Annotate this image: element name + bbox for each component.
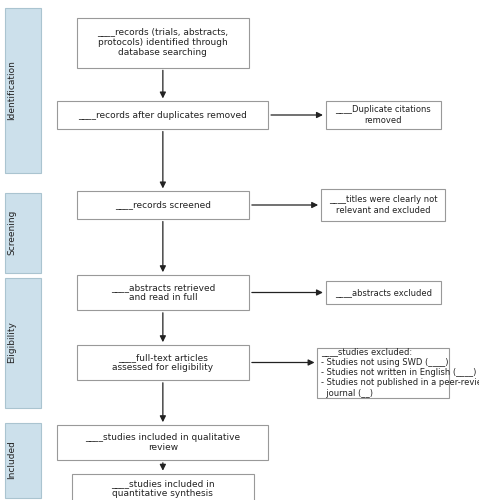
Text: Eligibility: Eligibility xyxy=(8,322,16,364)
FancyBboxPatch shape xyxy=(326,101,441,128)
FancyBboxPatch shape xyxy=(77,191,249,219)
FancyBboxPatch shape xyxy=(77,345,249,380)
FancyBboxPatch shape xyxy=(57,425,268,460)
FancyBboxPatch shape xyxy=(5,278,41,407)
Text: Identification: Identification xyxy=(8,60,16,120)
FancyBboxPatch shape xyxy=(321,188,445,221)
FancyBboxPatch shape xyxy=(326,281,441,304)
FancyBboxPatch shape xyxy=(77,18,249,68)
Text: ____Duplicate citations
removed: ____Duplicate citations removed xyxy=(335,106,431,124)
Text: ____records after duplicates removed: ____records after duplicates removed xyxy=(79,110,247,120)
FancyBboxPatch shape xyxy=(72,474,254,500)
FancyBboxPatch shape xyxy=(5,8,41,172)
FancyBboxPatch shape xyxy=(77,275,249,310)
Text: ____studies included in
quantitative synthesis: ____studies included in quantitative syn… xyxy=(111,479,215,498)
Text: ____abstracts retrieved
and read in full: ____abstracts retrieved and read in full xyxy=(111,283,215,302)
Text: ____records screened: ____records screened xyxy=(115,200,211,209)
FancyBboxPatch shape xyxy=(5,192,41,272)
Text: ____titles were clearly not
relevant and excluded: ____titles were clearly not relevant and… xyxy=(329,196,437,214)
Text: ____studies included in qualitative
review: ____studies included in qualitative revi… xyxy=(85,433,240,452)
Text: ____studies excluded:
- Studies not using SWD (____)
- Studies not written in En: ____studies excluded: - Studies not usin… xyxy=(321,347,479,398)
Text: Screening: Screening xyxy=(8,210,16,255)
Text: ____full-text articles
assessed for eligibility: ____full-text articles assessed for elig… xyxy=(112,353,214,372)
FancyBboxPatch shape xyxy=(5,422,41,498)
FancyBboxPatch shape xyxy=(317,348,449,398)
Text: ____records (trials, abstracts,
protocols) identified through
database searching: ____records (trials, abstracts, protocol… xyxy=(97,28,228,58)
FancyBboxPatch shape xyxy=(57,101,268,128)
Text: ____abstracts excluded: ____abstracts excluded xyxy=(335,288,432,297)
Text: Included: Included xyxy=(8,440,16,480)
